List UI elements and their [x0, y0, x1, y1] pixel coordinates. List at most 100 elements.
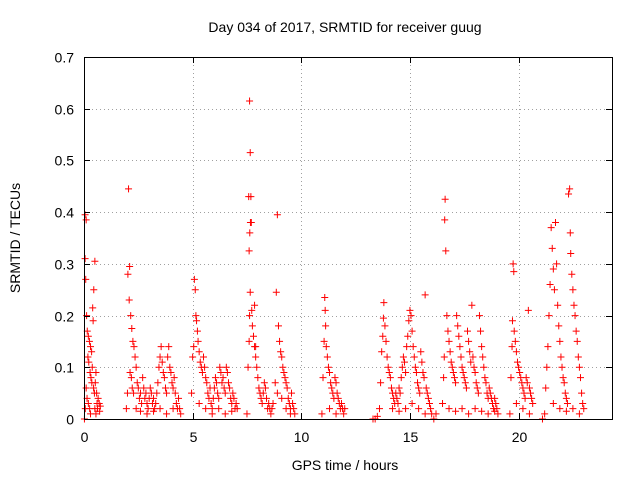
- data-point: [245, 247, 253, 255]
- data-point: [457, 353, 465, 361]
- data-point: [91, 405, 99, 413]
- data-point: [550, 286, 558, 294]
- data-point: [286, 410, 294, 418]
- data-point: [248, 306, 256, 314]
- data-point: [84, 399, 92, 407]
- data-point: [419, 368, 427, 376]
- x-axis-label: GPS time / hours: [292, 457, 399, 473]
- data-point: [252, 353, 260, 361]
- data-point: [423, 389, 431, 397]
- data-point: [326, 405, 334, 413]
- data-point: [128, 325, 136, 332]
- data-point: [269, 399, 277, 407]
- data-point: [405, 317, 413, 325]
- data-point: [562, 394, 570, 402]
- data-point: [90, 384, 98, 392]
- data-point: [191, 286, 199, 294]
- data-point: [418, 358, 426, 366]
- data-point: [246, 149, 254, 157]
- data-point: [273, 211, 281, 219]
- data-point: [321, 306, 329, 314]
- data-point: [578, 389, 586, 397]
- data-point: [172, 399, 180, 407]
- data-point: [126, 368, 134, 376]
- data-point: [443, 312, 451, 320]
- grid-lines: [84, 57, 612, 419]
- data-point: [244, 363, 252, 371]
- data-point: [559, 374, 567, 382]
- data-point: [193, 317, 201, 325]
- data-point: [125, 185, 133, 193]
- data-point: [150, 394, 158, 402]
- data-point: [229, 389, 237, 397]
- data-point: [580, 405, 588, 413]
- data-point: [519, 384, 527, 392]
- data-point: [492, 399, 500, 407]
- data-point: [474, 389, 482, 397]
- data-point: [318, 410, 326, 418]
- data-point: [160, 374, 168, 382]
- data-point: [469, 353, 477, 361]
- data-point: [156, 405, 164, 413]
- data-point: [525, 384, 533, 392]
- data-point: [515, 363, 523, 371]
- data-point: [203, 379, 211, 387]
- data-point: [143, 410, 151, 418]
- data-point: [396, 389, 404, 397]
- data-point: [455, 332, 463, 340]
- data-point: [165, 343, 173, 351]
- data-point: [280, 368, 288, 376]
- data-point: [96, 402, 104, 410]
- data-point: [529, 399, 537, 407]
- data-point: [87, 343, 95, 351]
- data-point: [89, 317, 97, 325]
- data-point: [282, 405, 290, 413]
- data-point: [486, 389, 494, 397]
- data-point: [263, 394, 271, 402]
- data-point: [546, 281, 554, 289]
- data-point: [377, 379, 385, 387]
- data-point: [278, 353, 286, 361]
- data-point: [323, 353, 331, 361]
- data-point: [251, 301, 259, 309]
- data-point: [81, 255, 89, 263]
- data-point: [409, 343, 417, 351]
- data-point: [547, 224, 555, 232]
- data-point: [416, 389, 424, 397]
- data-point: [412, 368, 420, 376]
- data-point: [415, 405, 423, 413]
- data-point: [176, 405, 184, 413]
- data-point: [139, 374, 147, 382]
- data-point: [523, 379, 531, 387]
- data-point: [125, 296, 133, 304]
- data-point: [373, 412, 381, 420]
- data-point: [465, 410, 473, 418]
- data-point: [96, 407, 104, 415]
- data-point: [549, 399, 557, 407]
- data-point: [507, 374, 515, 382]
- data-point: [449, 368, 457, 376]
- data-point: [192, 312, 200, 320]
- data-point: [218, 379, 226, 387]
- data-point: [207, 399, 215, 407]
- data-point: [382, 337, 390, 345]
- data-point: [177, 410, 185, 418]
- data-point: [569, 405, 577, 413]
- data-point: [171, 389, 179, 397]
- data-point: [283, 384, 291, 392]
- data-point: [464, 327, 472, 335]
- data-point: [563, 399, 571, 407]
- data-point: [282, 379, 290, 387]
- data-point: [458, 405, 466, 413]
- data-point: [219, 374, 227, 382]
- data-point: [561, 389, 569, 397]
- data-point: [195, 399, 203, 407]
- data-point: [389, 405, 397, 413]
- data-point: [558, 363, 566, 371]
- data-point: [439, 399, 447, 407]
- data-point: [204, 389, 212, 397]
- data-point: [513, 358, 521, 366]
- data-point: [568, 270, 576, 278]
- data-point: [479, 353, 487, 361]
